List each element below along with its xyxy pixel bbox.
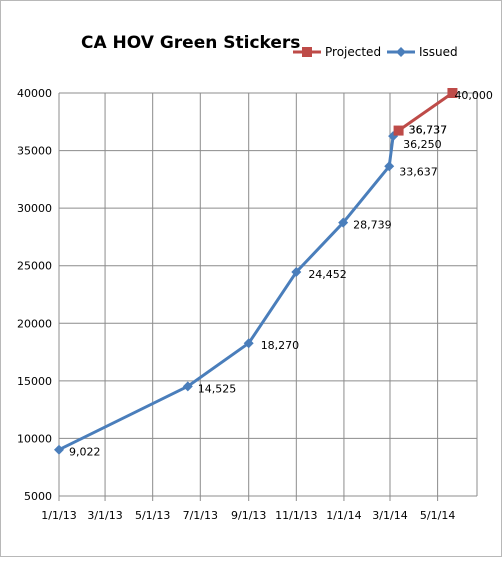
y-tick-label: 20000: [17, 317, 52, 330]
legend-marker-issued: [396, 47, 406, 57]
data-label: 18,270: [261, 339, 300, 352]
data-label: 9,022: [69, 446, 101, 459]
data-label: 28,739: [353, 219, 392, 232]
grid-lines: [58, 92, 478, 497]
x-tick-label: 5/1/13: [135, 509, 170, 522]
x-tick-label: 1/1/14: [326, 509, 361, 522]
y-tick-label: 15000: [17, 375, 52, 388]
y-tick-label: 35000: [17, 145, 52, 158]
series-line-issued: [58, 129, 400, 452]
series-markers: [54, 88, 458, 455]
x-tick-label: 3/1/14: [372, 509, 407, 522]
x-tick-label: 3/1/13: [87, 509, 122, 522]
x-tick-label: 5/1/14: [420, 509, 455, 522]
legend: Projected Issued: [293, 45, 458, 59]
data-label: 36,737: [409, 124, 448, 137]
y-tick-label: 30000: [17, 202, 52, 215]
data-point-issued: [384, 161, 395, 172]
data-point-issued: [338, 217, 349, 228]
legend-label-issued: Issued: [419, 45, 458, 59]
data-point-issued: [182, 381, 193, 392]
legend-label-projected: Projected: [325, 45, 381, 59]
data-labels: 9,022 14,525 18,270 24,452 28,739 33,637 36,25…: [69, 89, 493, 459]
data-label: 40,000: [454, 89, 493, 102]
y-tick-label: 40000: [17, 87, 52, 100]
data-label: 14,525: [198, 382, 237, 395]
chart-title: CA HOV Green Stickers: [81, 33, 300, 53]
x-tick-label: 11/1/13: [275, 509, 317, 522]
y-tick-label: 10000: [17, 432, 52, 445]
series-lines: [58, 91, 454, 452]
data-point-issued: [243, 338, 254, 349]
data-label: 24,452: [308, 268, 347, 281]
data-label: 33,637: [399, 165, 438, 178]
y-tick-label: 5000: [24, 490, 52, 503]
x-tick-label: 1/1/13: [41, 509, 76, 522]
data-point-projected: [393, 125, 404, 136]
axes: 5000 10000 15000 20000 25000 30000 35000 40000 1…: [17, 87, 477, 522]
x-tick-label: 7/1/13: [183, 509, 218, 522]
data-point-projected: [447, 88, 458, 98]
legend-marker-projected: [302, 47, 312, 57]
data-point-issued: [291, 267, 302, 278]
data-label: 36,250: [403, 138, 442, 151]
x-tick-label: 9/1/13: [231, 509, 266, 522]
series-line-projected: [397, 91, 454, 132]
y-tick-label: 25000: [17, 260, 52, 273]
data-label: 36,737: [409, 124, 448, 137]
data-point-issued: [54, 444, 64, 455]
